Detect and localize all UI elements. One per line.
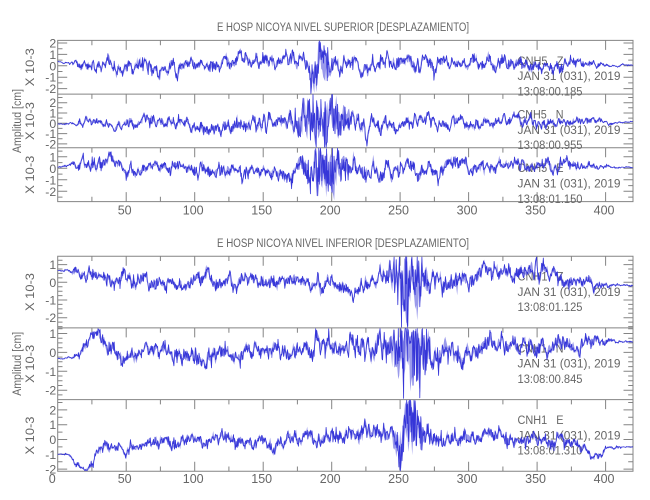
svg-text:2: 2 [49,96,56,110]
svg-text:E HOSP NICOYA NIVEL SUPERIOR [: E HOSP NICOYA NIVEL SUPERIOR [DESPLAZAMI… [217,20,469,34]
svg-text:1: 1 [49,258,56,272]
svg-text:200: 200 [320,472,341,486]
svg-text:1: 1 [49,48,56,62]
svg-text:0: 0 [49,472,56,486]
svg-text:-2: -2 [45,82,56,96]
svg-text:1: 1 [49,418,56,432]
svg-text:-2: -2 [45,137,56,151]
svg-text:13:08:01.310: 13:08:01.310 [518,444,583,458]
svg-text:0: 0 [49,276,56,290]
svg-text:JAN 31 (031), 2019: JAN 31 (031), 2019 [518,177,621,191]
svg-text:CNH5 Z: CNH5 Z [518,54,564,68]
svg-text:-2: -2 [45,185,56,199]
svg-text:Amplitud [cm]: Amplitud [cm] [10,89,24,153]
svg-text:-1: -1 [45,448,56,462]
svg-text:-1: -1 [45,127,56,141]
svg-text:2: 2 [49,403,56,417]
svg-text:1: 1 [49,150,56,164]
svg-text:-2: -2 [45,384,56,398]
svg-text:300: 300 [457,472,478,486]
svg-text:X 10-3: X 10-3 [23,344,37,382]
svg-text:13:08:00.845: 13:08:00.845 [518,372,583,386]
svg-text:CNH1 E: CNH1 E [518,413,564,427]
svg-text:E HOSP NICOYA NIVEL INFERIOR [: E HOSP NICOYA NIVEL INFERIOR [DESPLAZAMI… [217,236,469,250]
svg-text:50: 50 [118,204,132,218]
svg-text:150: 150 [251,204,272,218]
svg-text:350: 350 [525,472,546,486]
svg-text:0: 0 [49,433,56,447]
svg-text:350: 350 [525,204,546,218]
svg-text:300: 300 [457,204,478,218]
svg-text:-1: -1 [45,71,56,85]
svg-text:100: 100 [183,204,204,218]
svg-text:JAN 31 (031), 2019: JAN 31 (031), 2019 [518,357,621,371]
svg-text:50: 50 [118,472,132,486]
svg-text:0: 0 [49,117,56,131]
svg-text:-1: -1 [45,173,56,187]
svg-text:X 10-3: X 10-3 [23,48,37,86]
svg-text:2: 2 [49,37,56,51]
svg-text:250: 250 [388,204,409,218]
svg-text:13:08:01.125: 13:08:01.125 [518,300,583,314]
svg-text:Amplitud [cm]: Amplitud [cm] [10,332,24,396]
svg-text:JAN 31 (031), 2019: JAN 31 (031), 2019 [518,69,621,83]
svg-text:0: 0 [49,162,56,176]
svg-text:X 10-3: X 10-3 [23,102,37,140]
svg-text:400: 400 [594,472,615,486]
svg-text:-2: -2 [45,463,56,477]
svg-text:150: 150 [251,472,272,486]
svg-text:JAN 31 (031), 2019: JAN 31 (031), 2019 [518,123,621,137]
svg-text:-1: -1 [45,365,56,379]
svg-text:-2: -2 [45,311,56,325]
svg-text:250: 250 [388,472,409,486]
svg-text:100: 100 [183,472,204,486]
svg-text:200: 200 [320,204,341,218]
svg-text:0: 0 [49,59,56,73]
svg-text:0: 0 [49,346,56,360]
svg-text:1: 1 [49,107,56,121]
svg-text:X 10-3: X 10-3 [23,416,37,454]
svg-text:13:08:01.150: 13:08:01.150 [518,192,583,206]
svg-text:X 10-3: X 10-3 [23,155,37,193]
svg-text:-1: -1 [45,294,56,308]
svg-text:13:08:00.185: 13:08:00.185 [518,84,583,98]
svg-text:13:08:00.955: 13:08:00.955 [518,138,583,152]
svg-text:400: 400 [594,204,615,218]
svg-text:X 10-3: X 10-3 [23,273,37,311]
svg-text:1: 1 [49,327,56,341]
